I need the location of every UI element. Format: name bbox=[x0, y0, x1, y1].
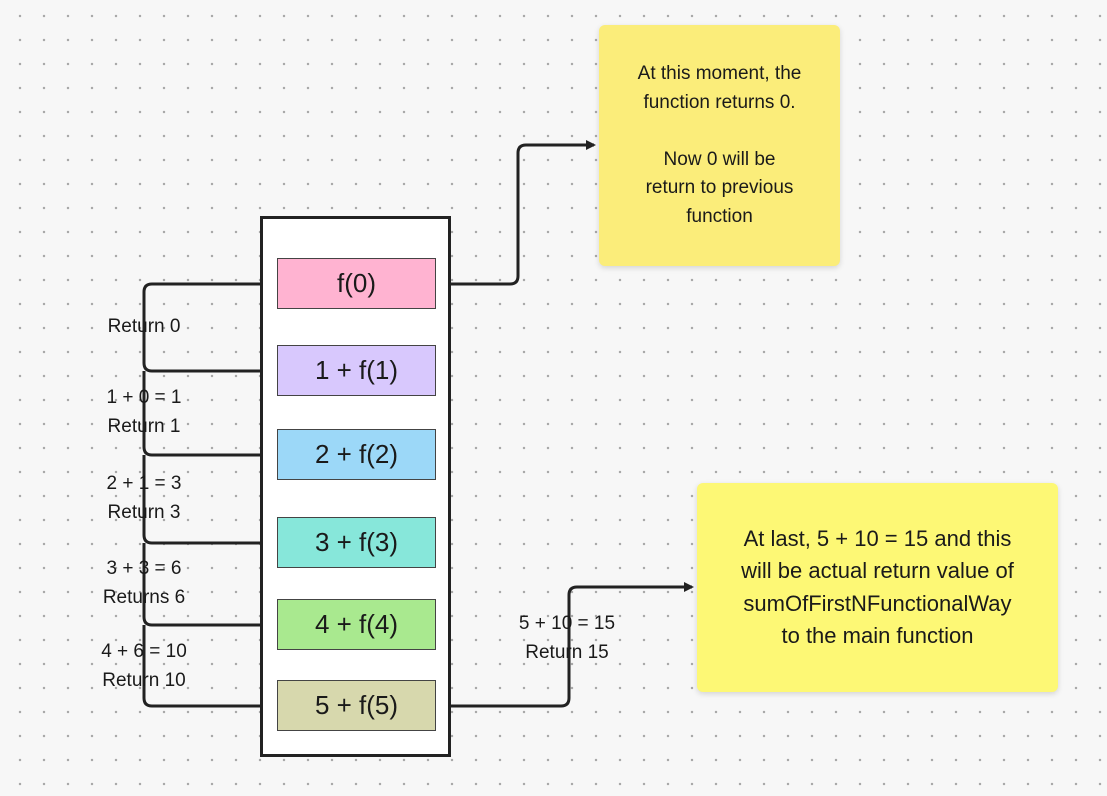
sticky-note-final-result: At last, 5 + 10 = 15 and this will be ac… bbox=[697, 483, 1058, 692]
note-text: At last, 5 + 10 = 15 and this will be ac… bbox=[741, 525, 1014, 649]
return-arrow-4 bbox=[142, 625, 278, 711]
arrow-to-bottom-note bbox=[437, 582, 694, 708]
return-label-2: 2 + 1 = 3 Return 3 bbox=[106, 473, 182, 523]
return-label-0: Return 0 bbox=[107, 316, 181, 337]
call-box-f5: 5 + f(5) bbox=[277, 680, 436, 731]
call-label: 4 + f(4) bbox=[314, 609, 399, 639]
return-arrow-0 bbox=[142, 282, 278, 376]
return-label-4: 4 + 6 = 10 Return 10 bbox=[101, 641, 187, 691]
call-label: 2 + f(2) bbox=[314, 439, 399, 469]
call-box-f0: f(0) bbox=[277, 258, 436, 309]
final-return-label: 5 + 10 = 15 Return 15 bbox=[518, 613, 616, 663]
return-label-1: 1 + 0 = 1 Return 1 bbox=[106, 387, 182, 437]
return-arrow-1 bbox=[142, 371, 278, 460]
call-label: 1 + f(1) bbox=[314, 355, 399, 385]
call-label: 3 + f(3) bbox=[314, 527, 399, 557]
note-text: At this moment, the function returns 0. … bbox=[637, 63, 802, 227]
call-label: 5 + f(5) bbox=[314, 690, 399, 720]
call-box-f1: 1 + f(1) bbox=[277, 345, 436, 396]
call-box-f2: 2 + f(2) bbox=[277, 429, 436, 480]
call-box-f4: 4 + f(4) bbox=[277, 599, 436, 650]
return-arrow-3 bbox=[142, 543, 278, 630]
arrow-to-top-note bbox=[437, 140, 596, 286]
sticky-note-base-case: At this moment, the function returns 0. … bbox=[599, 25, 840, 266]
call-label: f(0) bbox=[337, 268, 376, 298]
return-label-3: 3 + 3 = 6 Returns 6 bbox=[102, 558, 186, 608]
return-arrow-2 bbox=[142, 455, 278, 548]
call-box-f3: 3 + f(3) bbox=[277, 517, 436, 568]
